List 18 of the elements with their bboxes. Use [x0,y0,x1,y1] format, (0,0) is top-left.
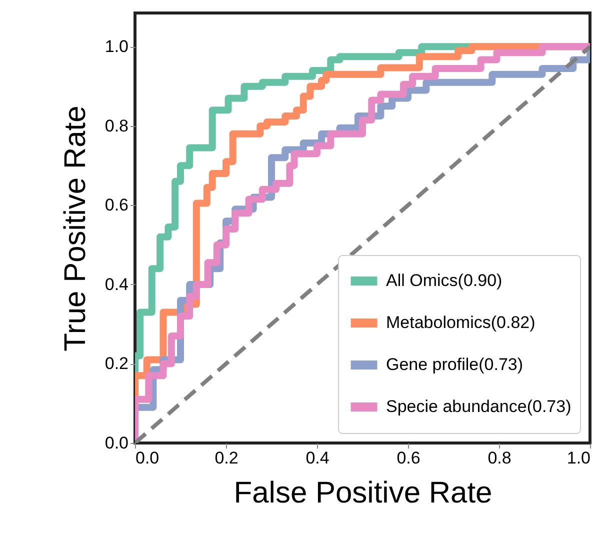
x-tick-label: 0.4 [306,448,330,468]
legend-label: Gene profile(0.73) [386,355,524,374]
x-tick-label: 0.6 [396,448,420,468]
y-axis-title: True Positive Rate [58,106,92,352]
y-tick-label: 0.8 [104,116,128,136]
x-tick-label: 1.0 [566,448,590,468]
y-tick-label: 1.0 [104,37,128,56]
y-tick-label: 0.0 [104,434,128,452]
y-tick-label: 0.4 [104,274,128,294]
x-tick-label: 0.0 [136,448,160,468]
x-tick-label: 0.2 [214,448,238,468]
legend-label: Metabolomics(0.82) [386,313,536,332]
x-tick-label: 0.8 [488,448,512,468]
y-tick-label: 0.6 [104,196,128,215]
legend-label: All Omics(0.90) [386,271,502,290]
y-tick-label: 0.2 [104,354,128,374]
legend-label: Specie abundance(0.73) [386,397,572,416]
x-axis-title: False Positive Rate [234,476,492,510]
